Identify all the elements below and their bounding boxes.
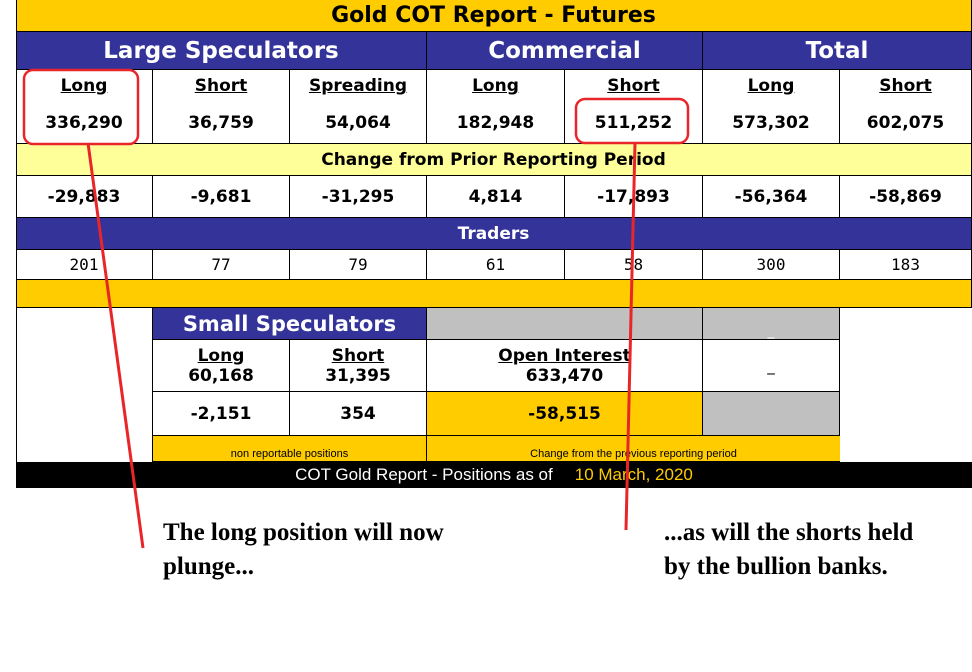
change-total-long: -56,364 xyxy=(703,176,840,218)
small-spec-long-change: -2,151 xyxy=(153,392,290,436)
position-ls-long: 336,290 xyxy=(16,102,153,144)
group-total: Total xyxy=(703,32,972,70)
small-spec-short-change: 354 xyxy=(290,392,427,436)
open-interest-footnote: Change from the previous reporting perio… xyxy=(427,436,840,462)
table-left-border xyxy=(16,0,17,488)
traders-com-short: 58 xyxy=(565,250,703,280)
col-label-com-short: Short xyxy=(565,70,703,102)
position-total-short: 602,075 xyxy=(840,102,972,144)
small-spec-footnote: non reportable positions xyxy=(153,436,427,462)
caption-left: The long position will now plunge... xyxy=(163,519,444,580)
position-com-short: 511,252 xyxy=(565,102,703,144)
col-label-total-short: Short xyxy=(840,70,972,102)
arrow-line-right xyxy=(624,142,637,531)
col-label-ls-short: Short xyxy=(153,70,290,102)
gray-dash-top: _ xyxy=(767,323,775,339)
change-ls-long: -29,883 xyxy=(16,176,153,218)
change-com-long: 4,814 xyxy=(427,176,565,218)
report-footer: COT Gold Report - Positions as of 10 Mar… xyxy=(16,462,972,488)
small-spec-short-label: Short xyxy=(331,345,385,366)
col-label-ls-long: Long xyxy=(16,70,153,102)
arrow-line-left xyxy=(86,142,145,549)
gray-cell-open-interest-top xyxy=(427,308,703,340)
col-label-ls-spreading: Spreading xyxy=(290,70,427,102)
col-label-total-long: Long xyxy=(703,70,840,102)
highlight-box-ls-long xyxy=(22,68,140,146)
small-spec-short-value: 31,395 xyxy=(325,365,391,386)
cot-table: Gold COT Report - Futures Large Speculat… xyxy=(16,0,972,488)
group-large-speculators: Large Speculators xyxy=(16,32,427,70)
right-dash: _ xyxy=(767,356,775,375)
traders-ls-spreading: 79 xyxy=(290,250,427,280)
gold-separator xyxy=(16,280,972,308)
change-ls-spreading: -31,295 xyxy=(290,176,427,218)
traders-header: Traders xyxy=(16,218,972,250)
open-interest-cell: Open Interest 633,470 xyxy=(427,340,703,392)
open-interest-change: -58,515 xyxy=(427,392,703,436)
position-ls-short: 36,759 xyxy=(153,102,290,144)
traders-com-long: 61 xyxy=(427,250,565,280)
traders-ls-long: 201 xyxy=(16,250,153,280)
traders-total-long: 300 xyxy=(703,250,840,280)
group-commercial: Commercial xyxy=(427,32,703,70)
highlight-box-com-short xyxy=(574,97,690,145)
change-ls-short: -9,681 xyxy=(153,176,290,218)
change-header: Change from Prior Reporting Period xyxy=(16,144,972,176)
gray-cell-right-top: _ xyxy=(703,308,840,340)
table-title: Gold COT Report - Futures xyxy=(16,0,972,32)
small-speculators-header: Small Speculators xyxy=(153,308,427,340)
small-spec-short-cell: Short 31,395 xyxy=(290,340,427,392)
footer-prefix: COT Gold Report - Positions as of xyxy=(295,465,553,484)
small-spec-long-cell: Long 60,168 xyxy=(153,340,290,392)
open-interest-value: 633,470 xyxy=(525,365,604,386)
lower-right-blank xyxy=(840,308,972,462)
footer-date: 10 March, 2020 xyxy=(574,465,693,484)
position-total-long: 573,302 xyxy=(703,102,840,144)
small-spec-long-value: 60,168 xyxy=(188,365,254,386)
position-com-long: 182,948 xyxy=(427,102,565,144)
traders-ls-short: 77 xyxy=(153,250,290,280)
small-spec-long-label: Long xyxy=(197,345,245,366)
right-dash-cell: _ xyxy=(703,340,840,392)
open-interest-label: Open Interest xyxy=(498,345,631,366)
col-label-com-long: Long xyxy=(427,70,565,102)
lower-left-blank xyxy=(16,308,153,462)
position-ls-spreading: 54,064 xyxy=(290,102,427,144)
gray-cell-right-bottom xyxy=(703,392,840,436)
caption-right: ...as will the shorts held by the bullio… xyxy=(664,519,914,580)
change-total-short: -58,869 xyxy=(840,176,972,218)
